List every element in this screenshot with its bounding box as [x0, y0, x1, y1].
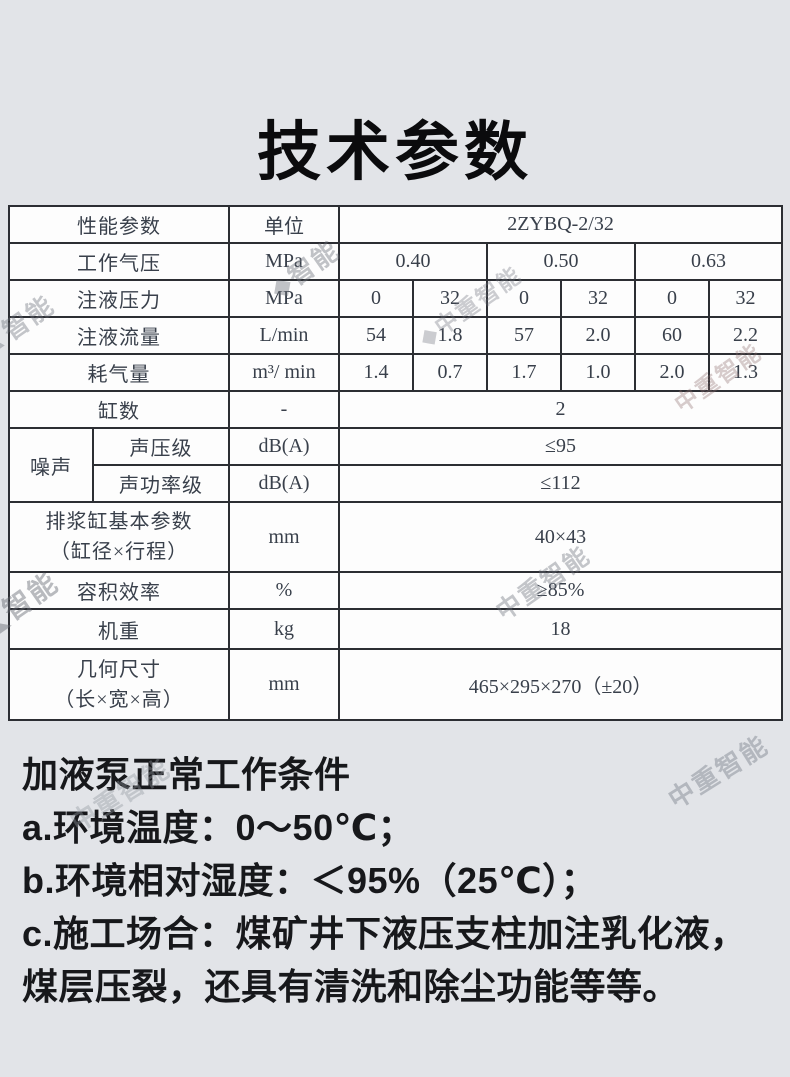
- liquid-pressure-value: 32: [412, 279, 488, 318]
- liquid-flow-unit: L/min: [228, 316, 340, 355]
- cylinder-count-value: 2: [337, 390, 784, 429]
- row-air-consumption: 耗气量 m³/ min 1.4 0.7 1.7 1.0 2.0 1.3: [8, 353, 784, 392]
- volumetric-efficiency-label: 容积效率: [8, 571, 230, 610]
- liquid-flow-value: 1.8: [412, 316, 488, 355]
- liquid-pressure-value: 0: [338, 279, 414, 318]
- sound-power-unit: dB(A): [228, 464, 340, 503]
- row-header: 性能参数 单位 2ZYBQ-2/32: [8, 205, 784, 244]
- volumetric-efficiency-value: ≥85%: [337, 571, 784, 610]
- row-sound-power: 声功率级 dB(A) ≤112: [9, 464, 784, 503]
- row-slurry-cylinder: 排浆缸基本参数 （缸径×行程） mm 40×43: [8, 501, 784, 573]
- working-pressure-value: 0.40: [338, 242, 488, 281]
- dimensions-label: 几何尺寸 （长×宽×高）: [8, 648, 230, 721]
- dimensions-unit: mm: [228, 648, 340, 721]
- liquid-flow-value: 2.2: [707, 316, 784, 355]
- dimensions-value: 465×295×270（±20）: [337, 648, 784, 721]
- sound-pressure-value: ≤95: [337, 427, 784, 466]
- condition-line: a.环境温度：0～50℃；: [22, 807, 415, 848]
- working-pressure-label: 工作气压: [8, 242, 230, 281]
- row-liquid-flow: 注液流量 L/min 54 1.8 57 2.0 60 2.2: [8, 316, 784, 355]
- row-volumetric-efficiency: 容积效率 % ≥85%: [8, 571, 784, 610]
- slurry-cylinder-value: 40×43: [337, 501, 784, 573]
- liquid-flow-value: 2.0: [560, 316, 636, 355]
- row-liquid-pressure: 注液压力 MPa 0 32 0 32 0 32: [8, 279, 784, 318]
- working-pressure-value: 0.50: [486, 242, 636, 281]
- sound-pressure-label: 声压级: [92, 427, 230, 466]
- sound-power-label: 声功率级: [92, 464, 230, 503]
- row-working-pressure: 工作气压 MPa 0.40 0.50 0.63: [8, 242, 784, 281]
- dimensions-label-line1: 几何尺寸: [77, 658, 161, 681]
- spec-table: 性能参数 单位 2ZYBQ-2/32 工作气压 MPa 0.40 0.50 0.…: [8, 205, 784, 721]
- cylinder-count-unit: -: [228, 390, 340, 429]
- slurry-cylinder-unit: mm: [228, 501, 340, 573]
- condition-line: b.环境相对湿度：＜95%（25℃）；: [22, 860, 598, 901]
- condition-line: 煤层压裂，还具有清洗和除尘功能等等。: [22, 966, 680, 1007]
- header-model: 2ZYBQ-2/32: [337, 205, 784, 244]
- volumetric-efficiency-unit: %: [228, 571, 340, 610]
- air-consumption-value: 0.7: [412, 353, 488, 392]
- page-title: 技术参数: [257, 115, 533, 188]
- cylinder-count-label: 缸数: [8, 390, 230, 429]
- air-consumption-value: 1.3: [707, 353, 784, 392]
- conditions-heading: 加液泵正常工作条件: [22, 754, 351, 795]
- row-weight: 机重 kg 18: [8, 608, 784, 650]
- row-cylinder-count: 缸数 - 2: [8, 390, 784, 429]
- working-pressure-value: 0.63: [633, 242, 784, 281]
- air-consumption-label: 耗气量: [8, 353, 230, 392]
- header-param-label: 性能参数: [8, 205, 230, 244]
- row-dimensions: 几何尺寸 （长×宽×高） mm 465×295×270（±20）: [8, 648, 784, 721]
- weight-label: 机重: [8, 608, 230, 650]
- liquid-flow-label: 注液流量: [8, 316, 230, 355]
- slurry-cylinder-label-line1: 排浆缸基本参数: [45, 511, 193, 533]
- liquid-pressure-value: 32: [560, 279, 636, 318]
- dimensions-label-line2: （长×宽×高）: [54, 688, 184, 711]
- sound-power-value: ≤112: [337, 464, 784, 503]
- liquid-pressure-label: 注液压力: [8, 279, 230, 318]
- row-sound-pressure: 噪声 声压级 dB(A) ≤95: [8, 427, 784, 503]
- noise-group-label: 噪声: [8, 427, 94, 503]
- liquid-flow-value: 60: [634, 316, 710, 355]
- liquid-pressure-unit: MPa: [228, 279, 340, 318]
- liquid-pressure-value: 0: [486, 279, 562, 318]
- condition-line: c.施工场合：煤矿井下液压支柱加注乳化液，: [22, 913, 747, 954]
- liquid-pressure-value: 32: [707, 279, 784, 318]
- air-consumption-unit: m³/ min: [228, 353, 340, 392]
- working-pressure-unit: MPa: [228, 242, 340, 281]
- slurry-cylinder-label: 排浆缸基本参数 （缸径×行程）: [8, 501, 230, 573]
- weight-unit: kg: [228, 608, 340, 650]
- air-consumption-value: 1.0: [560, 353, 636, 392]
- air-consumption-value: 2.0: [634, 353, 710, 392]
- header-unit-label: 单位: [228, 205, 340, 244]
- slurry-cylinder-label-line2: （缸径×行程）: [49, 541, 189, 563]
- working-conditions-section: 加液泵正常工作条件 a.环境温度：0～50℃； b.环境相对湿度：＜95%（25…: [22, 748, 782, 1013]
- weight-value: 18: [337, 608, 784, 650]
- sound-pressure-unit: dB(A): [228, 427, 340, 466]
- air-consumption-value: 1.7: [486, 353, 562, 392]
- liquid-flow-value: 54: [338, 316, 414, 355]
- air-consumption-value: 1.4: [338, 353, 414, 392]
- liquid-pressure-value: 0: [634, 279, 710, 318]
- liquid-flow-value: 57: [486, 316, 562, 355]
